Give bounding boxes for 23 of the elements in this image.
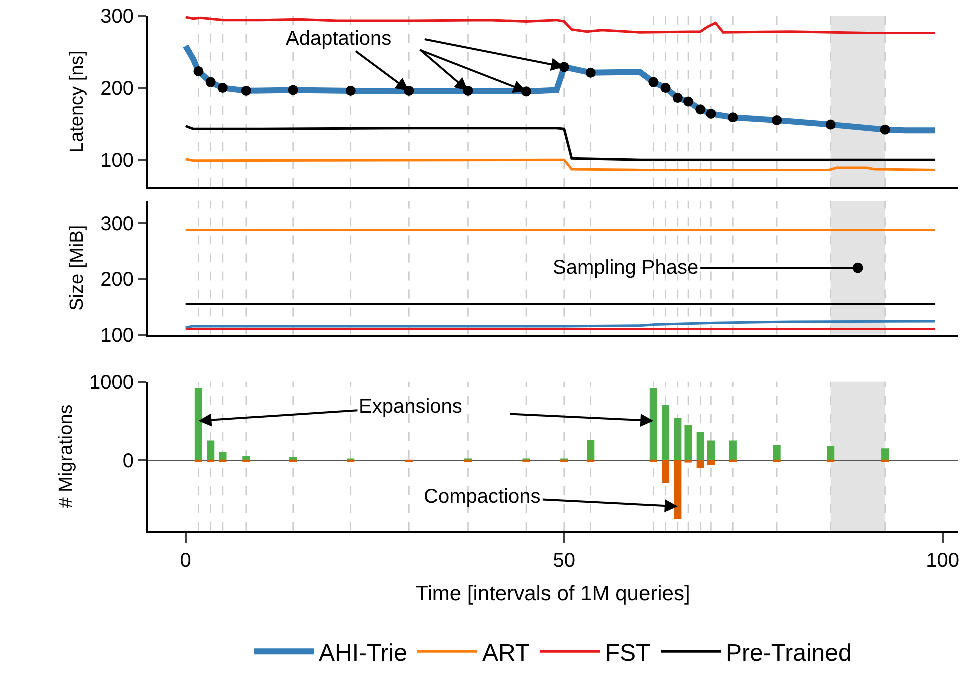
legend-label: Pre-Trained [726,640,852,667]
legend-label: AHI-Trie [319,640,408,667]
legend-label: ART [482,640,530,667]
annotation: Sampling Phase [553,257,699,279]
annotation: Compactions [424,486,541,508]
x-axis-title: Time [intervals of 1M queries] [416,582,690,606]
y-tick-label: 100 [100,324,134,347]
y-tick-label: 100 [100,150,134,172]
legend-label: FST [605,640,652,667]
y-tick-label: 0 [122,450,134,472]
y-tick-label: 1000 [90,372,134,394]
y-axis-title: Latency [ns] [66,50,88,153]
annotation: Expansions [359,396,462,418]
y-axis-title: Size [MiB] [66,225,88,311]
y-axis-title: # Migrations [56,404,77,508]
y-tick-label: 300 [100,214,134,236]
y-tick-label: 300 [100,6,134,28]
x-tick-label: 100 [926,550,960,572]
annotation: Adaptations [286,28,392,50]
x-tick-label: 0 [180,550,192,572]
y-tick-label: 200 [100,78,134,100]
y-tick-label: 200 [100,269,134,292]
x-tick-label: 50 [553,550,576,572]
